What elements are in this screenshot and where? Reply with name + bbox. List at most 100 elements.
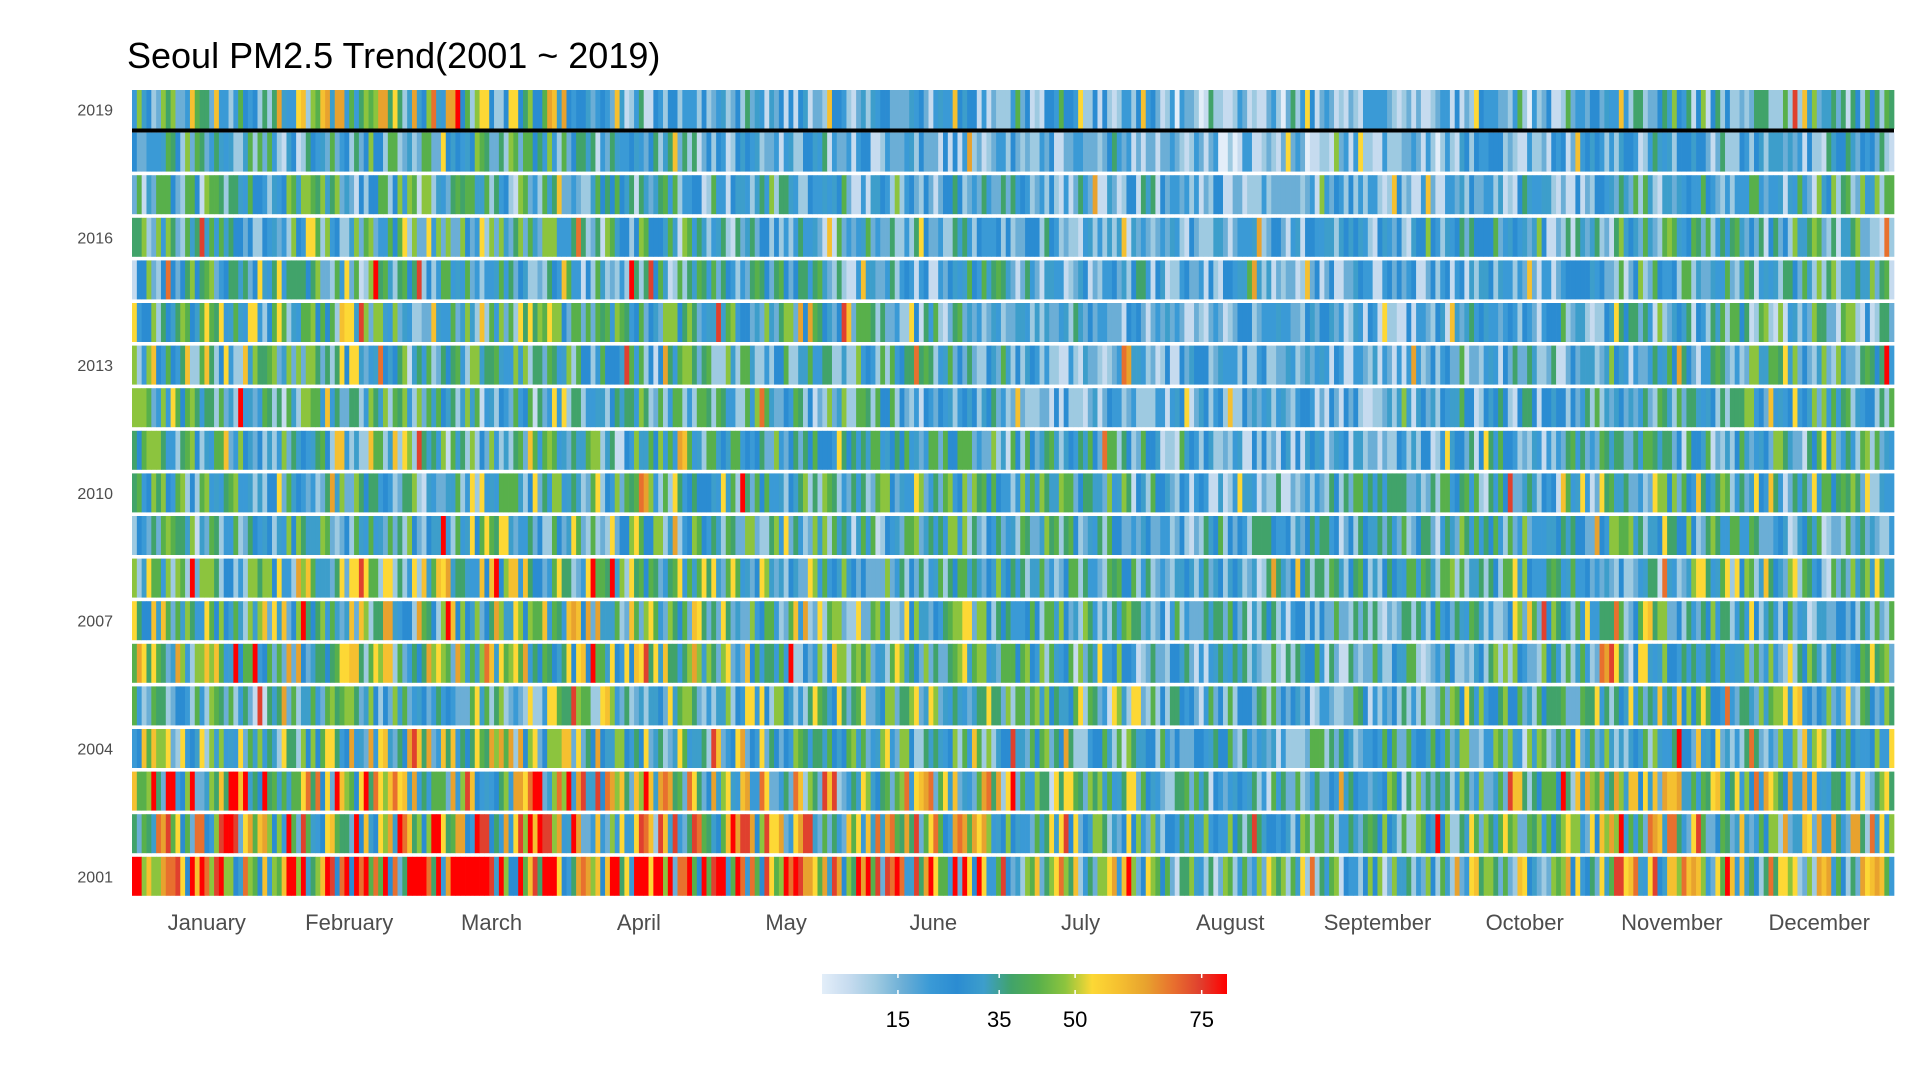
heatmap-cell bbox=[1102, 771, 1108, 811]
heatmap-cell bbox=[1222, 303, 1229, 342]
heatmap-cell bbox=[614, 856, 620, 896]
heatmap-cell bbox=[1474, 345, 1480, 385]
heatmap-cell bbox=[1662, 388, 1668, 428]
heatmap-cell bbox=[1469, 558, 1475, 598]
heatmap-cell bbox=[1594, 814, 1600, 854]
heatmap-cell bbox=[436, 345, 442, 385]
heatmap-cell bbox=[1836, 729, 1842, 768]
heatmap-cell bbox=[426, 473, 432, 513]
heatmap-cell bbox=[257, 856, 263, 896]
heatmap-cell bbox=[909, 516, 915, 555]
heatmap-cell bbox=[634, 729, 640, 768]
heatmap-cell bbox=[1391, 473, 1398, 513]
heatmap-cell bbox=[933, 303, 939, 342]
heatmap-cell bbox=[1049, 303, 1055, 342]
heatmap-cell bbox=[146, 558, 152, 598]
heatmap-cell bbox=[1005, 388, 1011, 428]
heatmap-cell bbox=[281, 473, 287, 513]
heatmap-cell bbox=[1343, 771, 1349, 811]
heatmap-cell bbox=[889, 473, 896, 513]
heatmap-cell bbox=[1087, 601, 1093, 641]
heatmap-cell bbox=[508, 856, 514, 896]
heatmap-cell bbox=[180, 516, 186, 555]
heatmap-cell bbox=[836, 814, 842, 854]
heatmap-cell bbox=[146, 729, 152, 768]
heatmap-cell bbox=[1208, 303, 1214, 342]
heatmap-cell bbox=[1879, 686, 1885, 726]
heatmap-cell bbox=[474, 345, 480, 385]
heatmap-cell bbox=[981, 303, 987, 342]
heatmap-cell bbox=[373, 430, 379, 470]
heatmap-cell bbox=[701, 473, 707, 513]
heatmap-cell bbox=[329, 729, 336, 768]
heatmap-cell bbox=[822, 601, 828, 641]
heatmap-cell bbox=[165, 345, 171, 385]
heatmap-cell bbox=[590, 558, 596, 598]
heatmap-cell bbox=[677, 516, 683, 555]
heatmap-cell bbox=[774, 643, 780, 683]
heatmap-cell bbox=[460, 473, 466, 513]
heatmap-cell bbox=[783, 729, 789, 768]
heatmap-cell bbox=[1309, 729, 1316, 768]
heatmap-cell bbox=[373, 643, 379, 683]
heatmap-cell bbox=[914, 345, 920, 385]
heatmap-cell bbox=[1729, 643, 1736, 683]
heatmap-cell bbox=[1507, 771, 1513, 811]
heatmap-cell bbox=[1222, 473, 1229, 513]
heatmap-cell bbox=[136, 729, 143, 768]
heatmap-cell bbox=[1145, 814, 1151, 854]
heatmap-cell bbox=[1280, 516, 1287, 555]
heatmap-cell bbox=[440, 729, 447, 768]
heatmap-cell bbox=[624, 729, 630, 768]
heatmap-cell bbox=[320, 345, 326, 385]
heatmap-cell bbox=[1300, 516, 1306, 555]
heatmap-cell bbox=[711, 516, 717, 555]
heatmap-cell bbox=[740, 388, 746, 428]
heatmap-cell bbox=[1295, 388, 1301, 428]
heatmap-cell bbox=[1391, 516, 1398, 555]
heatmap-cell bbox=[551, 473, 558, 513]
heatmap-cell bbox=[1860, 601, 1866, 641]
heatmap-cell bbox=[1715, 643, 1721, 683]
heatmap-cell bbox=[257, 558, 263, 598]
heatmap-cell bbox=[136, 516, 143, 555]
heatmap-cell bbox=[629, 643, 635, 683]
heatmap-cell bbox=[798, 601, 804, 641]
heatmap-cell bbox=[585, 516, 591, 555]
heatmap-cell bbox=[257, 303, 263, 342]
heatmap-cell bbox=[638, 303, 645, 342]
heatmap-cell bbox=[1773, 430, 1779, 470]
heatmap-cell bbox=[682, 856, 688, 896]
heatmap-cell bbox=[151, 601, 157, 641]
heatmap-cell bbox=[1459, 643, 1465, 683]
heatmap-cell bbox=[1522, 771, 1528, 811]
heatmap-cell bbox=[1642, 473, 1649, 513]
heatmap-cell bbox=[976, 771, 982, 811]
heatmap-cell bbox=[571, 771, 577, 811]
heatmap-cell bbox=[1560, 686, 1567, 726]
heatmap-cell bbox=[392, 558, 398, 598]
heatmap-cell bbox=[165, 430, 171, 470]
heatmap-cell bbox=[1478, 473, 1485, 513]
heatmap-cell bbox=[1208, 388, 1214, 428]
heatmap-cell bbox=[778, 771, 785, 811]
heatmap-cell bbox=[687, 643, 693, 683]
heatmap-cell bbox=[243, 473, 249, 513]
heatmap-cell bbox=[1556, 686, 1562, 726]
heatmap-row-2012 bbox=[132, 388, 1895, 428]
heatmap-cell bbox=[252, 516, 258, 555]
heatmap-cell bbox=[1102, 601, 1108, 641]
heatmap-cell bbox=[943, 473, 949, 513]
heatmap-cell bbox=[1329, 814, 1335, 854]
heatmap-cell bbox=[455, 558, 461, 598]
heatmap-cell bbox=[392, 856, 398, 896]
heatmap-cell bbox=[788, 303, 794, 342]
heatmap-cell bbox=[503, 345, 509, 385]
heatmap-cell bbox=[132, 814, 138, 854]
heatmap-cell bbox=[735, 643, 741, 683]
heatmap-cell bbox=[436, 473, 442, 513]
heatmap-cell bbox=[1111, 814, 1118, 854]
heatmap-cell bbox=[952, 345, 958, 385]
heatmap-cell bbox=[1319, 558, 1325, 598]
heatmap-cell bbox=[1671, 771, 1678, 811]
